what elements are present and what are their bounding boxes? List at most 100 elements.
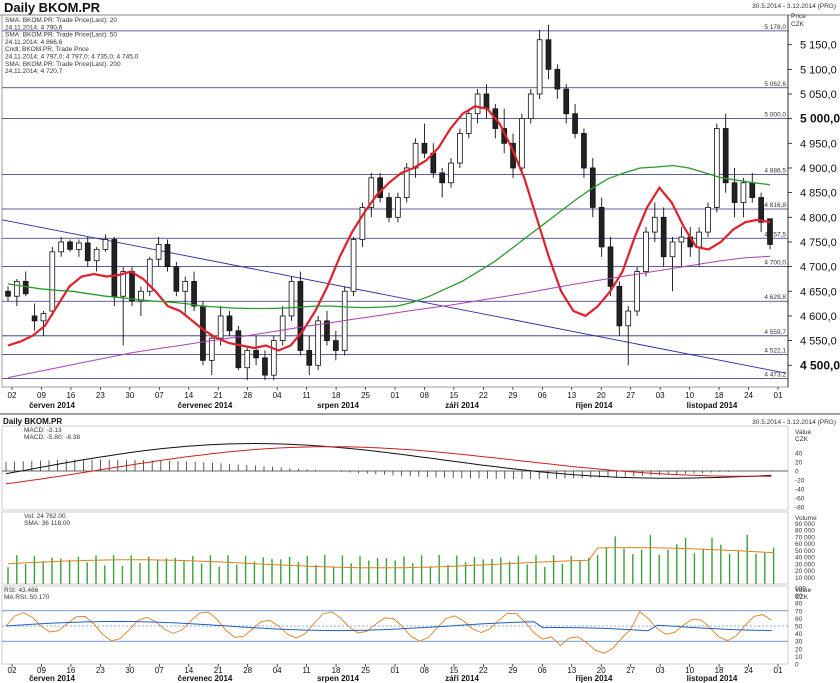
chart-title: Daily BKOM.PR <box>4 0 101 15</box>
candle-body <box>244 350 251 369</box>
volume-legend-1: Vol: 24 762.00 <box>24 513 66 520</box>
volume-axis-caption: Volume <box>795 515 817 522</box>
price-tick-label: 5 150,0 <box>800 40 837 52</box>
legend-line: 24.11.2014; 4 720,7 <box>5 68 63 75</box>
rsi-tick-label: 60 <box>795 616 803 623</box>
candle-body <box>67 241 73 250</box>
support-resistance-lines: 5 178,0 5 062,6 5 000,0 4 886,5 4 816,8 4 757… <box>2 24 788 379</box>
candle-body <box>84 242 91 262</box>
candle-body <box>253 350 259 359</box>
price-axis-unit: CZK <box>791 21 805 28</box>
month-label: srpen 2014 <box>317 401 359 410</box>
volume-sma-line <box>7 547 774 569</box>
rsi-tick-label: 10 <box>795 654 803 661</box>
date-tick-label: 07 <box>155 391 164 400</box>
date-tick-label: 02 <box>8 666 17 675</box>
date-tick-label: 13 <box>567 391 576 400</box>
candle-body <box>483 93 490 110</box>
macd-panel-title: Daily BKOM.PR <box>3 417 62 426</box>
date-tick-label: 08 <box>420 666 429 675</box>
moving-averages <box>7 105 771 379</box>
volume-tick-label: 80 000 <box>795 528 815 535</box>
date-tick-label: 22 <box>479 391 488 400</box>
candle-body <box>297 281 304 351</box>
candle-body <box>40 313 47 322</box>
price-tick-label: 4 850,0 <box>800 188 837 200</box>
candle-body <box>164 244 171 268</box>
sma-line-3 <box>7 255 771 379</box>
candle-body <box>749 182 756 198</box>
level-label: 5 062,6 <box>764 81 786 88</box>
date-tick-label: 24 <box>744 666 753 675</box>
month-label: červen 2014 <box>29 401 75 410</box>
macd-axis-unit: CZK <box>795 436 809 443</box>
rsi-tick-label: 40 <box>795 631 803 638</box>
candle-body <box>581 133 587 169</box>
macd-tick-label: 40 <box>795 451 803 458</box>
candle-body <box>554 68 561 90</box>
macd-legend-2: MACD: -5.80; -8.38 <box>24 434 80 441</box>
candle-body <box>49 251 56 312</box>
candle-body <box>714 128 720 208</box>
chart-legend: SMA: BKOM.PR: Trade Price(Last): 2024.11… <box>5 17 139 75</box>
level-label: 4 700,0 <box>764 260 786 267</box>
date-tick-label: 22 <box>479 666 488 675</box>
date-tick-label: 15 <box>449 666 458 675</box>
date-tick-label: 02 <box>8 391 17 400</box>
price-axis: Price CZK 5 150,0 5 100,0 5 050,0 5 000,0 4 … <box>787 13 840 387</box>
volume-tick-label: 50 000 <box>795 548 815 555</box>
price-tick-label: 5 050,0 <box>800 89 837 101</box>
macd-tick-label: 20 <box>795 460 803 467</box>
macd-tick-label: -80 <box>795 505 805 512</box>
macd-axis: 40 20 0 -20 -40 -60 -80 <box>795 451 805 512</box>
date-tick-label: 30 <box>125 666 134 675</box>
candle-body <box>111 239 118 297</box>
candle-body <box>616 285 623 327</box>
level-label: 5 000,0 <box>764 112 786 119</box>
macd-panel: Daily BKOM.PR 30.5.2014 - 3.12.2014 (PRG… <box>1 417 836 512</box>
candle-body <box>457 133 463 164</box>
macd-legend-1: MACD: -3.13 <box>24 427 62 434</box>
rsi-tick-label: 70 <box>795 608 803 615</box>
rsi-tick-label: 90 <box>795 593 803 600</box>
date-tick-label: 23 <box>96 666 105 675</box>
candle-body <box>359 207 366 240</box>
legend-line: Cndl; BKOM.PR; Trade Price <box>5 46 89 53</box>
date-tick-label: 14 <box>184 391 193 400</box>
date-tick-label: 29 <box>508 391 517 400</box>
date-tick-label: 10 <box>685 391 694 400</box>
candle-body <box>474 93 481 115</box>
price-tick-label: 4 750,0 <box>800 237 837 249</box>
candle-body <box>288 281 295 317</box>
date-tick-label: 21 <box>214 391 223 400</box>
trendline-segment <box>1 219 787 374</box>
level-label: 4 629,8 <box>764 294 786 301</box>
candle-body <box>333 340 339 351</box>
candle-body <box>448 162 454 184</box>
rsi-line <box>5 610 772 654</box>
macd-axis-caption: Value <box>795 429 812 436</box>
candle-body <box>226 315 233 332</box>
candle-body <box>270 340 277 376</box>
date-tick-label: 29 <box>508 666 517 675</box>
price-tick-label: 4 600,0 <box>800 311 837 323</box>
rsi-tick-label: 30 <box>795 639 803 646</box>
rsi-tick-label: 20 <box>795 646 803 653</box>
legend-line: 24.11.2014; 4 790,6 <box>5 24 63 31</box>
volume-tick-label: 40 000 <box>795 555 815 562</box>
candle-body <box>350 239 357 292</box>
price-tick-label: 4 550,0 <box>800 336 837 348</box>
volume-legend-2: SMA: 36 118.00 <box>24 520 71 527</box>
candle-body <box>395 197 401 218</box>
candle-body <box>421 142 428 154</box>
date-tick-label: 27 <box>626 666 635 675</box>
rsi-tick-label: 100 <box>795 586 806 593</box>
date-tick-label: 18 <box>715 666 724 675</box>
candle-body <box>31 315 38 322</box>
volume-tick-label: 30 000 <box>795 561 815 568</box>
macd-tick-label: 0 <box>795 469 799 476</box>
level-label: 5 178,0 <box>764 24 786 31</box>
date-tick-label: 18 <box>332 666 341 675</box>
date-tick-label: 27 <box>626 391 635 400</box>
rsi-legend-1: RSI: 43.466 <box>4 587 39 594</box>
